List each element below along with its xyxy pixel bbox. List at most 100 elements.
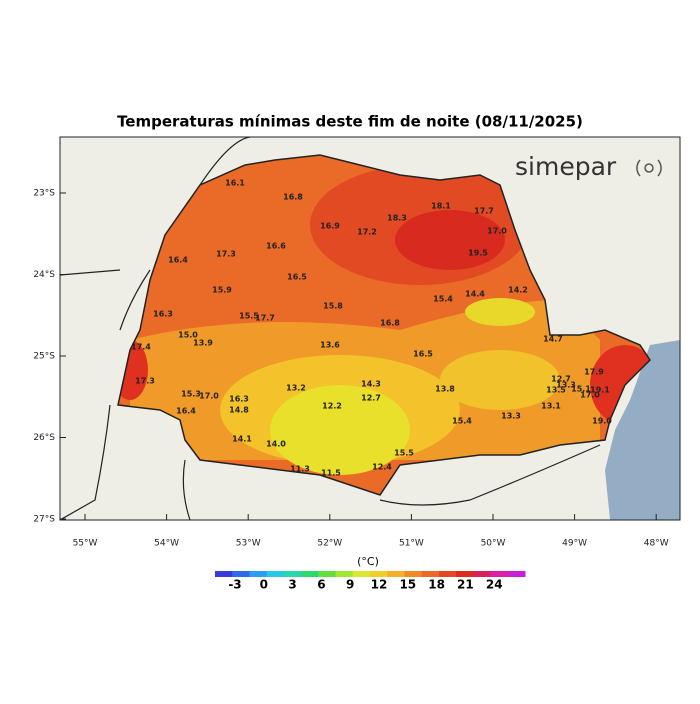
station-value: 15.3 — [181, 390, 201, 399]
lat-label: 23°S — [33, 189, 55, 199]
station-value: 13.2 — [286, 384, 306, 393]
colorbar-tick-label: -3 — [228, 578, 241, 592]
station-value: 19.1 — [590, 386, 610, 395]
station-value: 15.0 — [178, 331, 198, 340]
lon-label: 51°W — [399, 539, 424, 549]
colorbar-swatch — [215, 571, 233, 577]
station-value: 16.3 — [229, 395, 249, 404]
station-value: 16.8 — [380, 319, 400, 328]
lat-label: 24°S — [33, 270, 55, 280]
colorbar-swatch — [456, 571, 474, 577]
station-value: 15.5 — [394, 449, 414, 458]
colorbar-tick-label: 18 — [428, 578, 445, 592]
station-value: 17.0 — [580, 391, 600, 400]
brand: simepar — [515, 152, 617, 181]
station-value: 19.0 — [592, 417, 612, 426]
station-value: 16.8 — [283, 193, 303, 202]
station-value: 11.5 — [321, 469, 341, 478]
station-value: 14.8 — [229, 406, 249, 415]
station-value: 11.3 — [290, 465, 310, 474]
colorbar-swatch — [266, 571, 285, 577]
colorbar-swatch — [490, 571, 509, 577]
map-frame — [59, 136, 681, 521]
station-value: 16.5 — [413, 350, 433, 359]
station-value: 16.1 — [225, 179, 245, 188]
colorbar-swatch — [232, 571, 250, 577]
lon-label: 53°W — [236, 539, 261, 549]
station-value: 12.7 — [361, 394, 381, 403]
colorbar-swatch — [507, 571, 526, 577]
lat-label: 26°S — [33, 433, 55, 443]
lon-label: 49°W — [562, 539, 587, 549]
colorbar-swatch — [283, 571, 302, 577]
station-value: 15.1 — [571, 385, 591, 394]
station-value: 17.3 — [135, 377, 155, 386]
station-value: 13.1 — [541, 402, 561, 411]
station-value: 16.4 — [168, 256, 188, 265]
lat-label: 25°S — [33, 352, 55, 362]
lon-label: 48°W — [644, 539, 669, 549]
colorbar-tick-label: 0 — [260, 578, 268, 592]
station-value: 12.7 — [551, 375, 571, 384]
station-value: 14.0 — [266, 440, 286, 449]
station-value: 13.3 — [556, 381, 576, 390]
station-value: 14.2 — [508, 286, 528, 295]
colorbar-swatch — [370, 571, 388, 577]
colorbar-swatch — [318, 571, 337, 577]
station-value: 13.3 — [501, 412, 521, 421]
station-value: 15.8 — [323, 302, 343, 311]
station-value: 13.9 — [193, 339, 213, 348]
station-value: 14.1 — [232, 435, 252, 444]
lat-label: 27°S — [33, 515, 55, 525]
colorbar-tick-label: 6 — [317, 578, 325, 592]
station-value: 17.4 — [131, 343, 151, 352]
station-value: 18.3 — [387, 214, 407, 223]
title: Temperaturas mínimas deste fim de noite … — [117, 113, 583, 131]
station-value: 17.7 — [255, 314, 275, 323]
station-value: 17.7 — [474, 207, 494, 216]
station-value: 16.3 — [153, 310, 173, 319]
colorbar-swatch — [387, 571, 405, 577]
lon-label: 52°W — [317, 539, 342, 549]
colorbar-tick-label: 15 — [399, 578, 416, 592]
map: 16.1 16.8 16.9 17.2 18.3 18.1 17.7 17.0 16.6 17.3… — [60, 137, 680, 520]
station-value: 16.9 — [320, 222, 340, 231]
colorbar-swatch — [249, 571, 268, 577]
station-value: 14.7 — [543, 335, 563, 344]
station-value: 13.6 — [320, 341, 340, 350]
colorbar-swatch — [301, 571, 319, 577]
station-value: 15.4 — [433, 295, 453, 304]
station-value: 17.9 — [584, 368, 604, 377]
colorbar-tick-label: 9 — [346, 578, 354, 592]
station-value: 15.9 — [212, 286, 232, 295]
colorbar-unit: (°C) — [357, 555, 379, 568]
station-value: 17.0 — [487, 227, 507, 236]
station-value: 18.1 — [431, 202, 451, 211]
station-value: 15.5 — [239, 312, 259, 321]
station-value: 16.4 — [176, 407, 196, 416]
colorbar-tick-label: 24 — [486, 578, 503, 592]
colorbar-swatch — [473, 571, 492, 577]
colorbar-swatch — [335, 571, 354, 577]
station-value: 15.4 — [452, 417, 472, 426]
station-value: 16.5 — [287, 273, 307, 282]
station-value: 12.4 — [372, 463, 392, 472]
lon-label: 55°W — [73, 539, 98, 549]
station-value: 13.5 — [546, 386, 566, 395]
colorbar-swatch — [404, 571, 423, 577]
colorbar-swatch — [421, 571, 440, 577]
station-value: 19.5 — [468, 249, 488, 258]
station-value: 17.3 — [216, 250, 236, 259]
lon-label: 54°W — [154, 539, 179, 549]
colorbar-tick-label: 3 — [288, 578, 296, 592]
colorbar-tick-label: 21 — [457, 578, 474, 592]
colorbar-swatch — [352, 571, 371, 577]
station-value: 14.4 — [465, 290, 485, 299]
station-value: 17.0 — [199, 392, 219, 401]
colorbar-tick-label: 12 — [371, 578, 388, 592]
colorbar-swatch — [438, 571, 457, 577]
station-value: 12.2 — [322, 402, 342, 411]
station-value: 16.6 — [266, 242, 286, 251]
station-value: 17.2 — [357, 228, 377, 237]
